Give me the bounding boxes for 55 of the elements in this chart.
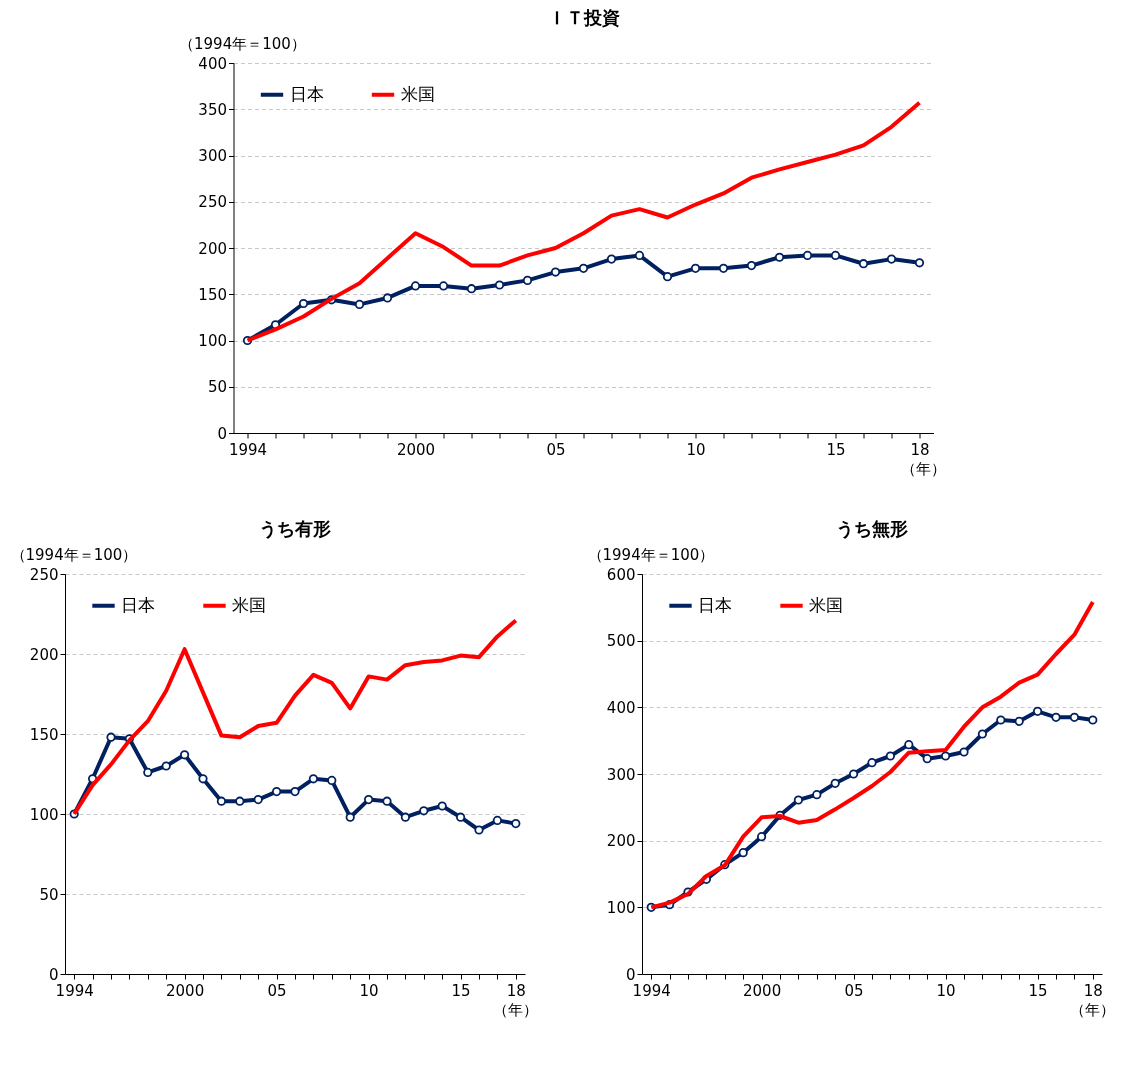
y-tick-label: 0	[217, 424, 227, 443]
x-tick-label: 15	[1028, 981, 1048, 1000]
y-tick-label: 300	[198, 147, 227, 165]
y-tick-label: 100	[606, 898, 636, 917]
chart-title: うち無形	[836, 518, 908, 539]
x-tick-label: 18	[1083, 981, 1103, 1000]
y-tick-label: 50	[207, 378, 227, 397]
y-tick-label: 300	[606, 765, 636, 784]
x-tick-label: 15	[451, 981, 471, 1000]
x-tick-label: 18	[910, 440, 930, 459]
legend-label: 日本	[289, 83, 324, 104]
y-axis-title: （1994年＝100）	[10, 545, 138, 564]
x-tick-label: 05	[267, 981, 287, 1000]
y-tick-label: 250	[29, 565, 59, 584]
chart-title: うち有形	[259, 518, 331, 539]
legend-label: 日本	[121, 594, 155, 615]
x-tick-label: 1994	[632, 981, 671, 1000]
legend-label: 米国	[232, 594, 266, 615]
y-tick-label: 500	[606, 632, 636, 651]
legend-label: 米国	[400, 83, 435, 104]
y-tick-label: 200	[29, 645, 59, 664]
chart-title: ＩＴ投資	[547, 7, 620, 28]
y-tick-label: 0	[625, 965, 636, 984]
y-tick-label: 400	[606, 698, 636, 717]
y-tick-label: 200	[606, 832, 636, 851]
x-tick-label: 2000	[396, 440, 436, 459]
x-tick-label: 2000	[166, 981, 205, 1000]
x-axis-title: （年）	[492, 1000, 538, 1019]
y-axis-title: （1994年＝100）	[179, 34, 306, 53]
y-tick-label: 400	[198, 54, 227, 73]
x-tick-label: 05	[546, 440, 566, 459]
x-axis-title: （年）	[901, 459, 946, 478]
y-tick-label: 100	[198, 332, 227, 350]
x-tick-label: 15	[826, 440, 846, 459]
y-tick-label: 250	[198, 193, 227, 212]
x-tick-label: 10	[359, 981, 379, 1000]
y-tick-label: 200	[198, 239, 227, 258]
legend-label: 米国	[809, 594, 843, 615]
y-axis-title: （1994年＝100）	[587, 545, 715, 564]
x-tick-label: 05	[844, 981, 864, 1000]
x-tick-label: 10	[936, 981, 956, 1000]
x-tick-label: 10	[686, 440, 706, 459]
x-tick-label: 1994	[55, 981, 94, 1000]
x-tick-label: 18	[506, 981, 526, 1000]
legend-label: 日本	[698, 594, 732, 615]
y-tick-label: 100	[29, 805, 59, 824]
x-tick-label: 2000	[743, 981, 782, 1000]
y-tick-label: 350	[198, 100, 227, 119]
y-tick-label: 600	[606, 565, 636, 584]
y-tick-label: 50	[39, 885, 59, 904]
y-tick-label: 0	[48, 965, 59, 984]
y-tick-label: 150	[29, 725, 59, 744]
x-tick-label: 1994	[228, 440, 268, 459]
y-tick-label: 150	[198, 285, 227, 304]
x-axis-title: （年）	[1069, 1000, 1115, 1019]
